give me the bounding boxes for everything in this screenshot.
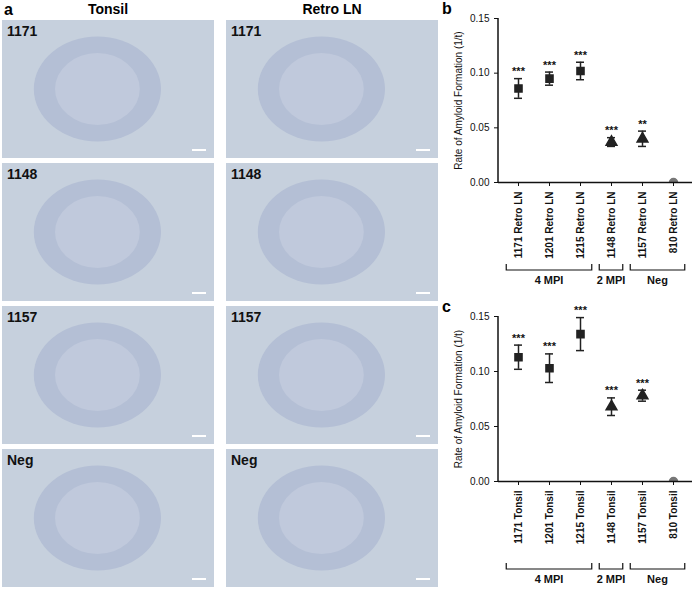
svg-text:4 MPI: 4 MPI — [535, 274, 564, 286]
svg-text:Rate of Amyloid Formation (1/t: Rate of Amyloid Formation (1/t) — [453, 31, 464, 169]
svg-text:810 Tonsil: 810 Tonsil — [668, 490, 679, 538]
svg-text:Neg: Neg — [647, 274, 668, 286]
svg-text:***: *** — [574, 49, 588, 61]
html-text:b: b — [442, 0, 452, 17]
svg-text:Neg: Neg — [231, 452, 257, 468]
svg-text:1157 Tonsil: 1157 Tonsil — [637, 490, 648, 543]
svg-text:1157: 1157 — [7, 309, 38, 325]
svg-text:0.10: 0.10 — [470, 366, 490, 377]
svg-text:***: *** — [636, 377, 650, 389]
svg-text:***: *** — [574, 304, 588, 316]
svg-text:1171: 1171 — [7, 23, 38, 39]
svg-text:***: *** — [512, 332, 526, 344]
svg-text:4 MPI: 4 MPI — [535, 573, 564, 585]
svg-text:1157: 1157 — [231, 309, 262, 325]
svg-text:***: *** — [543, 59, 557, 71]
svg-text:1215 Retro LN: 1215 Retro LN — [575, 192, 586, 259]
svg-text:Tonsil: Tonsil — [88, 1, 128, 17]
svg-text:0.00: 0.00 — [470, 177, 490, 188]
svg-text:1148 Retro LN: 1148 Retro LN — [606, 192, 617, 259]
html-text:c: c — [442, 298, 451, 315]
svg-text:1201 Retro LN: 1201 Retro LN — [544, 192, 555, 259]
svg-text:***: *** — [512, 65, 526, 77]
svg-text:1171 Tonsil: 1171 Tonsil — [513, 490, 524, 543]
svg-text:2 MPI: 2 MPI — [597, 274, 626, 286]
svg-text:1215 Tonsil: 1215 Tonsil — [575, 490, 586, 544]
svg-text:0.10: 0.10 — [470, 67, 490, 78]
svg-text:1148: 1148 — [7, 166, 38, 182]
svg-text:a: a — [4, 1, 13, 18]
svg-text:0.05: 0.05 — [470, 421, 490, 432]
svg-text:0.00: 0.00 — [470, 476, 490, 487]
svg-text:2 MPI: 2 MPI — [597, 573, 626, 585]
svg-text:***: *** — [605, 124, 619, 136]
svg-text:1157 Retro LN: 1157 Retro LN — [637, 192, 648, 259]
svg-text:0.15: 0.15 — [470, 311, 490, 322]
svg-text:1171 Retro LN: 1171 Retro LN — [513, 192, 524, 259]
svg-text:1171: 1171 — [231, 23, 262, 39]
svg-text:810 Retro LN: 810 Retro LN — [668, 192, 679, 254]
svg-text:1148 Tonsil: 1148 Tonsil — [606, 490, 617, 543]
svg-text:0.05: 0.05 — [470, 122, 490, 133]
svg-text:Rate of Amyloid Formation (1/t: Rate of Amyloid Formation (1/t) — [453, 330, 464, 468]
svg-text:Neg: Neg — [7, 452, 33, 468]
svg-text:***: *** — [605, 384, 619, 396]
svg-text:1148: 1148 — [231, 166, 262, 182]
svg-text:***: *** — [543, 340, 557, 352]
svg-text:Retro LN: Retro LN — [302, 1, 361, 17]
svg-text:1201 Tonsil: 1201 Tonsil — [544, 490, 555, 544]
svg-text:0.15: 0.15 — [470, 13, 490, 24]
svg-text:Neg: Neg — [647, 573, 668, 585]
svg-text:**: ** — [638, 118, 647, 130]
